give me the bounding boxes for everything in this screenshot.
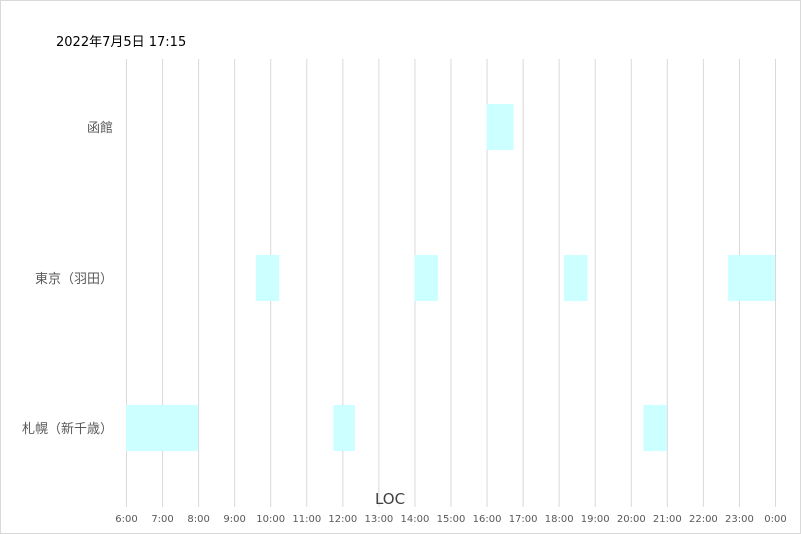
timestamp-label: 2022年7月5日 17:15 [56, 35, 187, 50]
x-tick-label: 6:00 [115, 514, 137, 525]
bars [126, 104, 775, 451]
category-label: 札幌（新千歳） [22, 421, 113, 437]
x-tick-label: 15:00 [437, 514, 466, 525]
x-tick-label: 7:00 [151, 514, 173, 525]
x-tick-label: 10:00 [256, 514, 285, 525]
interval-bar [564, 255, 588, 301]
interval-bar [486, 104, 514, 150]
x-tick-label: 20:00 [617, 514, 646, 525]
interval-bar [728, 255, 775, 301]
x-tick-label: 21:00 [653, 514, 682, 525]
gridlines [126, 59, 776, 507]
category-label: 東京（羽田） [35, 271, 113, 287]
x-tick-label: 18:00 [545, 514, 574, 525]
x-tick-label: 0:00 [764, 514, 786, 525]
x-tick-label: 23:00 [725, 514, 754, 525]
interval-bar [414, 255, 438, 301]
x-tick-label: 14:00 [401, 514, 430, 525]
x-axis-title: LOC [375, 490, 405, 508]
x-tick-label: 12:00 [328, 514, 357, 525]
x-tick-label: 17:00 [509, 514, 538, 525]
x-tick-label: 11:00 [292, 514, 321, 525]
interval-bar [255, 255, 280, 301]
x-tick-label: 22:00 [689, 514, 718, 525]
interval-bar [333, 405, 355, 451]
category-label: 函館 [87, 121, 113, 136]
x-tick-label: 16:00 [473, 514, 502, 525]
interval-bar [126, 405, 199, 451]
x-tick-label: 8:00 [187, 514, 209, 525]
x-tick-label: 9:00 [223, 514, 245, 525]
x-tick-label: 19:00 [581, 514, 610, 525]
x-tick-labels: 6:00 7:00 8:00 9:00 10:00 11:00 12:00 13:00 14:0… [115, 514, 786, 525]
x-tick-label: 13:00 [364, 514, 393, 525]
interval-bar [643, 405, 667, 451]
